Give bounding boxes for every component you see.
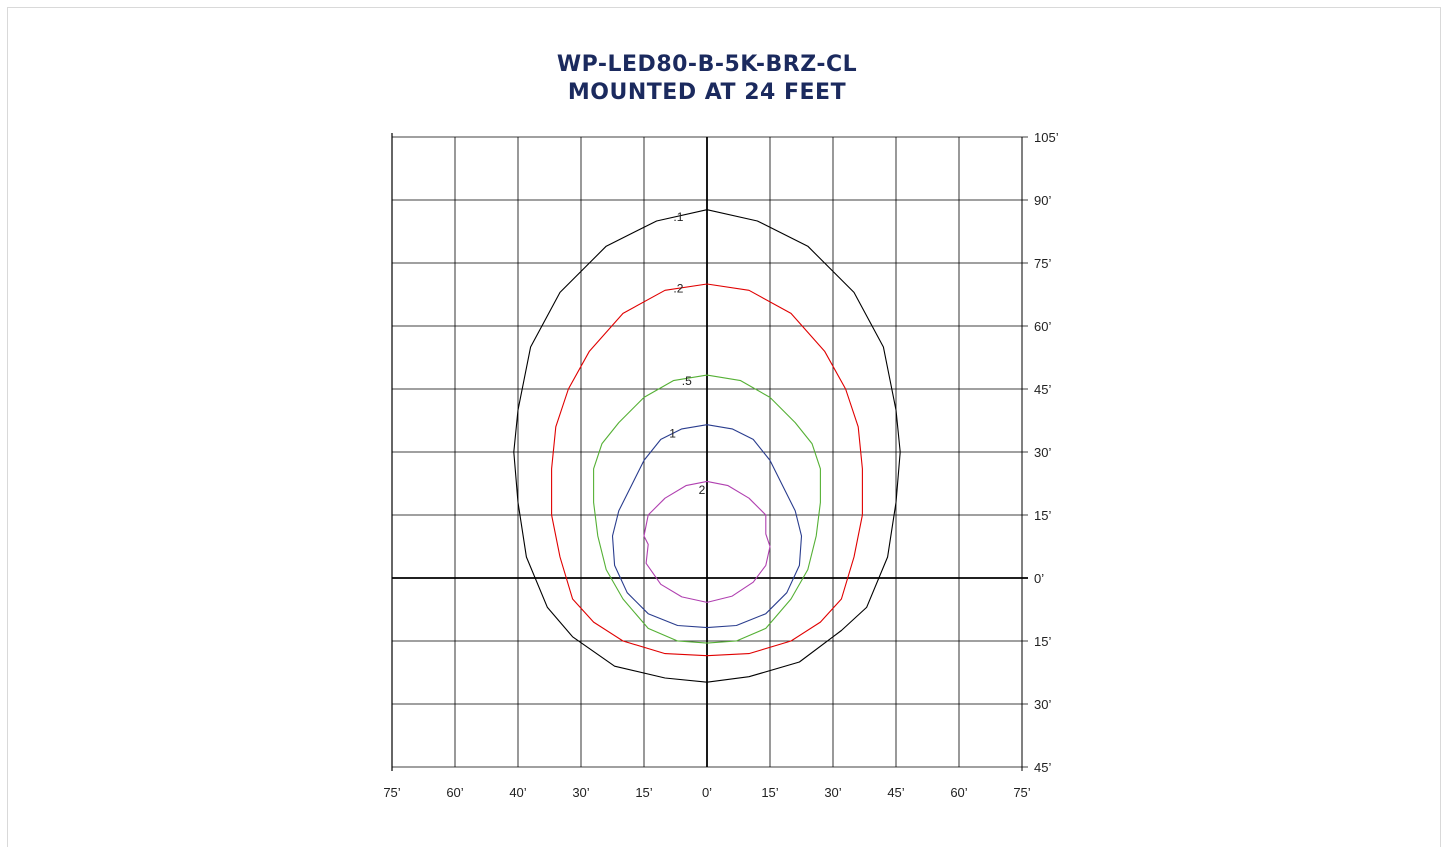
y-tick-label: 15’ bbox=[1034, 634, 1051, 649]
x-tick-label: 75’ bbox=[1013, 785, 1030, 800]
y-tick-label: 0’ bbox=[1034, 571, 1044, 586]
y-tick-label: 60’ bbox=[1034, 319, 1051, 334]
x-tick-label: 40’ bbox=[509, 785, 526, 800]
grid bbox=[391, 136, 1028, 768]
contour-label: 2 bbox=[699, 483, 706, 497]
figure-frame bbox=[7, 7, 1441, 847]
x-tick-label: 45’ bbox=[887, 785, 904, 800]
x-tick-label: 60’ bbox=[950, 785, 967, 800]
x-tick-label: 60’ bbox=[446, 785, 463, 800]
chart-subtitle: MOUNTED AT 24 FEET bbox=[567, 80, 847, 105]
contour-p5 bbox=[593, 374, 821, 644]
x-tick-label: 0’ bbox=[702, 785, 712, 800]
contour-label: .1 bbox=[673, 210, 683, 224]
x-tick-label: 15’ bbox=[635, 785, 652, 800]
y-tick-label: 30’ bbox=[1034, 697, 1051, 712]
x-tick-label: 15’ bbox=[761, 785, 778, 800]
contour-label: .2 bbox=[673, 281, 683, 295]
contour-label: .5 bbox=[682, 374, 692, 388]
contour-p2 bbox=[551, 283, 863, 657]
y-tick-label: 45’ bbox=[1034, 760, 1051, 775]
y-tick-label: 30’ bbox=[1034, 445, 1051, 460]
contour-label: 1 bbox=[669, 426, 676, 440]
contour-p1 bbox=[513, 209, 901, 683]
y-tick-label: 75’ bbox=[1034, 256, 1051, 271]
x-tick-label: 75’ bbox=[383, 785, 400, 800]
y-tick-label: 90’ bbox=[1034, 193, 1051, 208]
y-tick-label: 15’ bbox=[1034, 508, 1051, 523]
x-tick-label: 30’ bbox=[824, 785, 841, 800]
chart-title: WP-LED80-B-5K-BRZ-CL bbox=[556, 52, 858, 77]
x-tick-label: 30’ bbox=[572, 785, 589, 800]
y-tick-label: 105’ bbox=[1034, 130, 1059, 145]
contour-2 bbox=[643, 480, 771, 603]
y-tick-label: 45’ bbox=[1034, 382, 1051, 397]
contour-1 bbox=[611, 424, 803, 629]
